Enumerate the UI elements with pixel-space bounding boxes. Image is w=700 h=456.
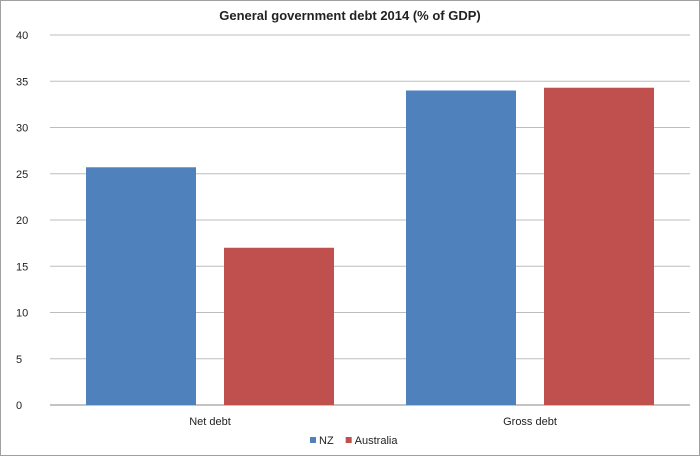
bar-nz-net-debt xyxy=(86,167,196,405)
y-tick-label: 35 xyxy=(16,76,28,88)
bar-australia-gross-debt xyxy=(544,87,654,405)
bar-nz-gross-debt xyxy=(406,90,516,405)
x-tick-label: Net debt xyxy=(189,416,231,428)
y-tick-label: 25 xyxy=(16,169,28,181)
legend-label-australia: Australia xyxy=(355,435,399,447)
bar-australia-net-debt xyxy=(224,247,334,405)
y-tick-label: 5 xyxy=(16,354,22,366)
y-tick-label: 15 xyxy=(16,261,28,273)
y-tick-label: 30 xyxy=(16,123,28,135)
y-tick-label: 20 xyxy=(16,215,28,227)
legend-label-nz: NZ xyxy=(319,435,334,447)
y-tick-label: 10 xyxy=(16,308,28,320)
y-tick-label: 40 xyxy=(16,30,28,42)
y-tick-label: 0 xyxy=(16,400,22,412)
legend-swatch-nz xyxy=(310,437,316,443)
chart-title: General government debt 2014 (% of GDP) xyxy=(219,8,481,23)
x-tick-label: Gross debt xyxy=(503,416,557,428)
legend-swatch-australia xyxy=(345,437,352,443)
